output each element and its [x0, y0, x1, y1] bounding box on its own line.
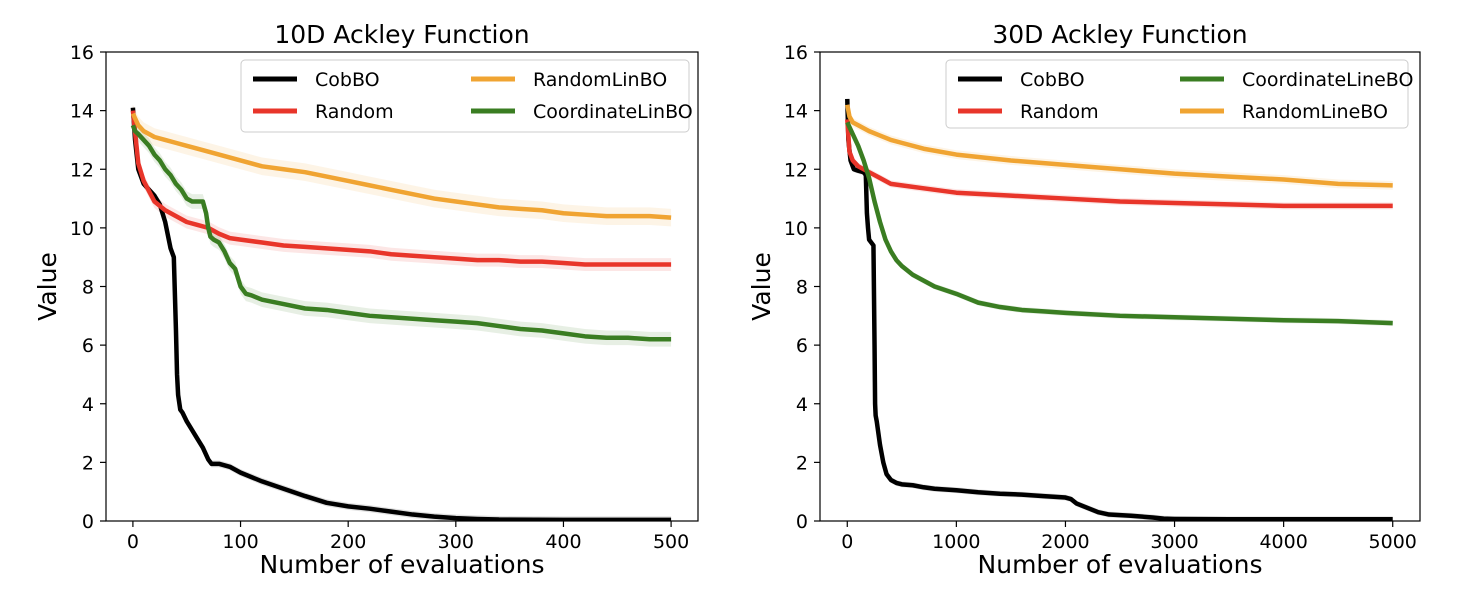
y-tick-label: 8 — [796, 277, 808, 299]
y-tick-label: 14 — [784, 101, 808, 123]
x-tick-label: 400 — [545, 531, 581, 553]
legend: CobBO Random RandomLinBO CoordinateLinBO — [240, 59, 693, 133]
x-tick-label: 3000 — [1150, 531, 1198, 553]
legend-entry: CobBO — [1020, 69, 1085, 91]
chart-title: 30D Ackley Function — [992, 20, 1247, 49]
x-tick-label: 100 — [222, 531, 258, 553]
plot-area — [845, 95, 1393, 521]
series-line-cobbo — [845, 98, 1393, 521]
x-axis-label: Number of evaluations — [260, 550, 545, 579]
y-tick-label: 2 — [796, 452, 808, 474]
series-line-random — [845, 119, 1393, 209]
y-tick-label: 6 — [796, 335, 808, 357]
y-tick-label: 14 — [70, 101, 94, 123]
y-axis-label: Value — [747, 252, 776, 321]
series-line-coordinatelinbo — [130, 124, 672, 342]
series-band-cobbo — [847, 95, 1393, 521]
x-tick-label: 0 — [127, 531, 139, 553]
y-tick-label: 12 — [70, 159, 94, 181]
legend-entry: CoordinateLinBO — [533, 101, 693, 123]
legend-entry: CoordinateLineBO — [1242, 69, 1413, 91]
x-tick-label: 5000 — [1369, 531, 1417, 553]
legend: CobBO Random CoordinateLineBO RandomLineBO — [945, 59, 1413, 129]
legend-entry: Random — [1020, 101, 1099, 123]
x-tick-label: 4000 — [1259, 531, 1307, 553]
series-line-cobbo — [130, 107, 672, 521]
series-line-randomlinbo — [130, 112, 672, 220]
y-axis-label: Value — [33, 252, 62, 321]
y-tick-label: 6 — [82, 335, 94, 357]
y-tick-label: 8 — [82, 277, 94, 299]
legend-entry: RandomLinBO — [533, 69, 667, 91]
y-tick-label: 4 — [82, 394, 94, 416]
plot-area — [130, 104, 672, 521]
y-tick-label: 2 — [82, 452, 94, 474]
legend-entry: RandomLineBO — [1242, 101, 1388, 123]
right-chart-panel: 0 1000 2000 3000 4000 5000 0 2 4 6 8 10 12 14 16 30D Ac… — [747, 20, 1421, 579]
chart-title: 10D Ackley Function — [274, 20, 529, 49]
x-tick-label: 1000 — [932, 531, 980, 553]
legend-box — [945, 59, 1409, 129]
series-line-randomlinebo — [845, 104, 1393, 188]
x-tick-label: 200 — [330, 531, 366, 553]
x-tick-label: 500 — [653, 531, 689, 553]
legend-entry: Random — [315, 101, 394, 123]
y-tick-label: 16 — [70, 42, 94, 64]
y-tick-label: 10 — [70, 218, 94, 240]
x-tick-label: 0 — [841, 531, 853, 553]
x-tick-label: 2000 — [1041, 531, 1089, 553]
series-band-random — [847, 115, 1393, 210]
x-tick-label: 300 — [438, 531, 474, 553]
legend-box — [240, 59, 690, 133]
left-chart-panel: 0 100 200 300 400 500 0 2 4 6 8 10 12 14 16 10D Ackley … — [33, 20, 699, 579]
series-line-coordinatelinebo — [845, 121, 1393, 326]
y-tick-label: 16 — [784, 42, 808, 64]
series-band-randomlinebo — [847, 100, 1393, 190]
y-tick-label: 4 — [796, 394, 808, 416]
y-tick-label: 0 — [82, 511, 94, 533]
x-axis-label: Number of evaluations — [978, 550, 1263, 579]
legend-entry: CobBO — [315, 69, 380, 91]
series-line-random — [130, 110, 672, 267]
y-tick-label: 0 — [796, 511, 808, 533]
y-tick-label: 12 — [784, 159, 808, 181]
y-tick-label: 10 — [784, 218, 808, 240]
